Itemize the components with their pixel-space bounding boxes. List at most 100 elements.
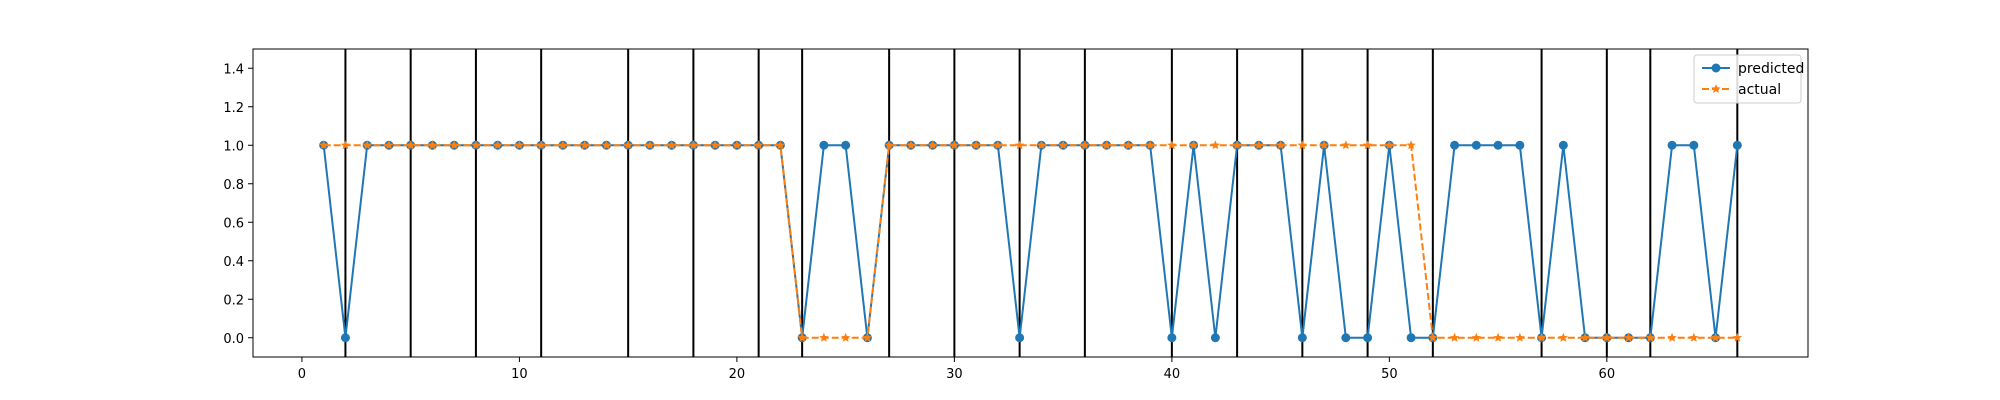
y-tick-label: 0.4 <box>223 255 244 270</box>
data-point-predicted <box>841 140 851 150</box>
series-actual <box>318 140 1743 342</box>
y-tick-label: 1.0 <box>223 139 244 154</box>
x-tick-label: 0 <box>298 367 306 382</box>
data-point-predicted <box>340 333 350 343</box>
data-point-actual <box>1145 140 1155 150</box>
data-point-actual <box>1623 332 1634 342</box>
data-point-actual <box>1515 332 1525 342</box>
data-point-actual <box>427 140 438 150</box>
data-point-predicted <box>1341 333 1351 343</box>
data-point-actual <box>732 140 742 150</box>
data-point-actual <box>471 140 481 150</box>
data-point-actual <box>1058 140 1068 150</box>
data-point-actual <box>1297 140 1308 150</box>
data-point-actual <box>1449 332 1460 342</box>
data-point-predicted <box>1667 140 1677 150</box>
data-point-predicted <box>1167 333 1177 343</box>
data-point-actual <box>1036 140 1047 150</box>
data-point-actual <box>1580 332 1590 342</box>
data-point-actual <box>1710 332 1721 342</box>
data-point-actual <box>1319 140 1329 150</box>
data-point-actual <box>1667 332 1677 342</box>
data-point-actual <box>340 140 351 150</box>
data-point-actual <box>623 140 633 150</box>
data-point-actual <box>753 140 764 150</box>
data-point-actual <box>1558 332 1569 342</box>
data-point-actual <box>1167 140 1177 150</box>
data-point-actual <box>840 332 851 342</box>
data-point-actual <box>1101 140 1112 150</box>
data-point-actual <box>927 140 938 150</box>
data-point-predicted <box>1015 333 1025 343</box>
data-point-actual <box>1210 140 1221 150</box>
data-point-predicted <box>819 140 829 150</box>
data-point-actual <box>949 140 960 150</box>
x-tick-label: 50 <box>1381 367 1398 382</box>
data-point-predicted <box>1450 140 1460 150</box>
data-point-predicted <box>1210 333 1220 343</box>
data-point-actual <box>1254 140 1264 150</box>
x-tick-label: 10 <box>511 367 528 382</box>
x-tick-label: 60 <box>1599 367 1616 382</box>
data-point-actual <box>775 140 786 150</box>
data-point-predicted <box>1558 140 1568 150</box>
legend: predicted actual <box>1693 54 1804 104</box>
data-point-actual <box>384 140 394 150</box>
data-point-actual <box>362 140 372 150</box>
data-point-actual <box>536 140 546 150</box>
data-point-actual <box>688 140 699 150</box>
data-point-actual <box>405 140 416 150</box>
data-point-actual <box>819 332 829 342</box>
data-point-actual <box>492 140 503 150</box>
data-point-predicted <box>1732 140 1742 150</box>
data-point-actual <box>645 140 655 150</box>
data-point-actual <box>449 140 459 150</box>
data-point-predicted <box>1515 140 1525 150</box>
y-tick-label: 1.2 <box>223 101 244 116</box>
y-tick-label: 0.0 <box>223 332 244 347</box>
legend-label-actual: actual <box>1738 82 1781 98</box>
data-point-actual <box>993 140 1003 150</box>
data-point-actual <box>601 140 612 150</box>
data-point-predicted <box>1471 140 1481 150</box>
y-tick-label: 0.2 <box>223 293 244 308</box>
axes-frame <box>252 48 1809 358</box>
data-point-actual <box>1123 140 1134 150</box>
data-point-actual <box>1471 332 1482 342</box>
data-point-actual <box>1645 332 1656 342</box>
data-point-actual <box>1406 140 1416 150</box>
data-point-predicted <box>1297 333 1307 343</box>
legend-marker-predicted <box>1711 63 1721 73</box>
data-point-actual <box>666 140 677 150</box>
data-point-actual <box>884 140 894 150</box>
data-point-predicted <box>1493 140 1503 150</box>
data-point-actual <box>1362 140 1373 150</box>
data-point-actual <box>1732 332 1743 342</box>
vertical-markers <box>344 49 1739 357</box>
data-point-actual <box>1493 332 1503 342</box>
y-tick-label: 1.4 <box>223 62 244 77</box>
data-point-actual <box>1014 140 1025 150</box>
data-point-actual <box>710 140 720 150</box>
x-tick-label: 20 <box>729 367 746 382</box>
x-tick-label: 40 <box>1164 367 1181 382</box>
series-line-actual <box>323 144 1738 339</box>
data-point-actual <box>1080 140 1090 150</box>
data-point-actual <box>558 140 568 150</box>
data-point-actual <box>1188 140 1199 150</box>
data-point-actual <box>906 140 916 150</box>
data-point-actual <box>1384 140 1395 150</box>
y-tick-label: 0.8 <box>223 178 244 193</box>
y-axis: 0.0 0.2 0.4 0.6 0.8 1.0 1.2 1.4 <box>223 62 253 347</box>
data-point-actual <box>1689 332 1699 342</box>
data-point-actual <box>1536 332 1547 342</box>
data-point-predicted <box>1363 333 1373 343</box>
data-point-actual <box>1275 140 1286 150</box>
data-point-actual <box>1428 332 1438 342</box>
data-point-actual <box>862 332 873 342</box>
legend-label-predicted: predicted <box>1738 61 1804 77</box>
data-point-actual <box>1341 140 1351 150</box>
data-point-actual <box>797 332 807 342</box>
x-tick-label: 30 <box>946 367 963 382</box>
